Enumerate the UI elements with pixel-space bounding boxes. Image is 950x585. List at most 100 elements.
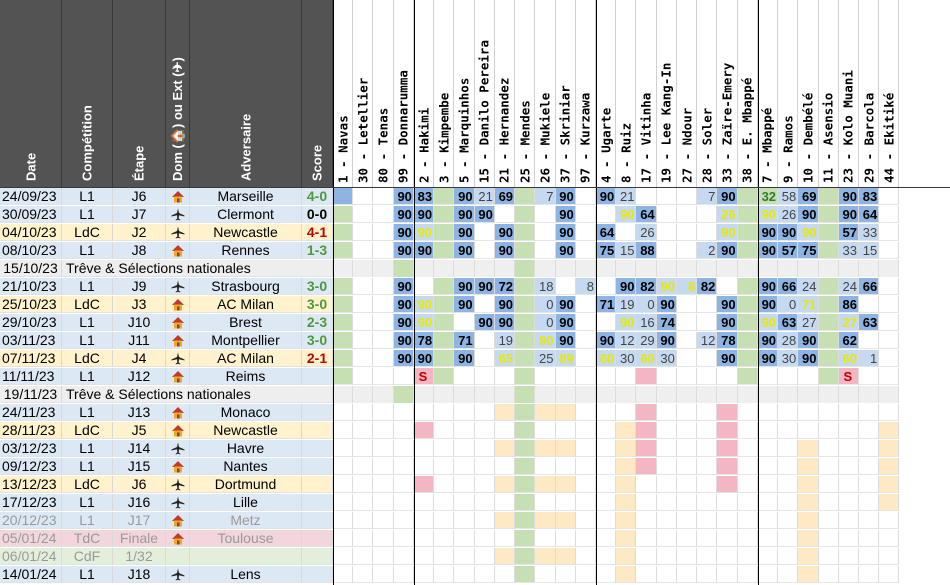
player-name: 80 - Tenas bbox=[375, 107, 391, 183]
empty-icon bbox=[166, 548, 190, 565]
player-header[interactable]: 38 - E. Mbappé bbox=[737, 0, 758, 187]
player-cell: 63 bbox=[858, 314, 880, 331]
player-cell bbox=[697, 224, 718, 241]
player-cell bbox=[858, 494, 880, 511]
column-header-domext[interactable]: Dom (🏠) ou Ext (✈) bbox=[166, 0, 190, 187]
column-header-score[interactable]: Score bbox=[302, 0, 333, 187]
player-cell bbox=[454, 530, 475, 547]
player-cell bbox=[656, 386, 677, 403]
player-cell bbox=[393, 494, 414, 511]
row-comp: L1 bbox=[62, 404, 113, 421]
player-cell: 90 bbox=[555, 224, 576, 241]
player-cell bbox=[434, 332, 455, 349]
player-cell: 1 bbox=[858, 350, 880, 367]
player-cell bbox=[353, 368, 374, 385]
player-name: 1 - Navas bbox=[335, 115, 351, 183]
player-header[interactable]: 3 - Kimpembe bbox=[434, 0, 455, 187]
player-cell bbox=[737, 278, 758, 295]
player-cell bbox=[818, 296, 839, 313]
row-score: 3-0 bbox=[302, 278, 333, 295]
column-header-comp[interactable]: Compétition bbox=[62, 0, 113, 187]
column-header-etape[interactable]: Étape bbox=[113, 0, 166, 187]
group-separator bbox=[333, 0, 334, 585]
player-cell: 26 bbox=[636, 224, 657, 241]
player-cell bbox=[737, 566, 758, 583]
player-cell bbox=[656, 206, 677, 223]
player-cell bbox=[515, 440, 536, 457]
player-cell bbox=[778, 368, 799, 385]
player-header[interactable]: 23 - Kolo Muani bbox=[838, 0, 859, 187]
player-cell bbox=[636, 548, 657, 565]
player-header[interactable]: 10 - Dembélé bbox=[798, 0, 819, 187]
player-header[interactable]: 28 - Soler bbox=[697, 0, 718, 187]
player-cell: 90 bbox=[757, 242, 779, 259]
player-header[interactable]: 7 - Mbappé bbox=[757, 0, 779, 187]
player-header[interactable]: 11 - Asensio bbox=[818, 0, 839, 187]
player-cell bbox=[333, 314, 354, 331]
column-header-adv[interactable]: Adversaire bbox=[190, 0, 302, 187]
column-header-date[interactable]: Date bbox=[0, 0, 62, 187]
player-header[interactable]: 27 - Ndour bbox=[676, 0, 698, 187]
row-etape: J17 bbox=[113, 512, 166, 529]
player-cell bbox=[697, 422, 718, 439]
player-header[interactable]: 9 - Ramos bbox=[778, 0, 799, 187]
player-cell: 90 bbox=[494, 242, 516, 259]
row-score: 4-1 bbox=[302, 224, 333, 241]
row-comp: L1 bbox=[62, 566, 113, 583]
player-cell: 21 bbox=[616, 188, 637, 205]
player-cell bbox=[757, 512, 779, 529]
player-header[interactable]: 15 - Danilo Pereira bbox=[474, 0, 495, 187]
player-cell bbox=[575, 476, 596, 493]
player-header[interactable]: 17 - Vitinha bbox=[636, 0, 657, 187]
player-header[interactable]: 2 - Hakimi bbox=[413, 0, 435, 187]
player-cell: 90 bbox=[555, 332, 576, 349]
player-header[interactable]: 97 - Kurzawa bbox=[575, 0, 596, 187]
player-cell bbox=[737, 422, 758, 439]
player-cell bbox=[535, 206, 556, 223]
player-header[interactable]: 29 - Barcola bbox=[858, 0, 880, 187]
row-comp: TdC bbox=[62, 530, 113, 547]
player-cell bbox=[373, 422, 394, 439]
player-header[interactable]: 8 - Ruiz bbox=[616, 0, 637, 187]
player-cell bbox=[879, 368, 900, 385]
player-header[interactable]: 1 - Navas bbox=[333, 0, 354, 187]
player-cell: 90 bbox=[757, 332, 779, 349]
player-header[interactable]: 99 - Donnarumma bbox=[393, 0, 414, 187]
player-header[interactable]: 33 - Zaïre-Emery bbox=[717, 0, 738, 187]
player-header[interactable]: 37 - Skriniar bbox=[555, 0, 576, 187]
player-cell bbox=[474, 404, 495, 421]
break-date: 15/10/23 bbox=[0, 260, 62, 277]
player-header[interactable]: 25 - Mendes bbox=[515, 0, 536, 187]
player-cell bbox=[353, 206, 374, 223]
player-cell bbox=[778, 386, 799, 403]
player-header[interactable]: 5 - Marquinhos bbox=[454, 0, 475, 187]
player-header[interactable]: 26 - Mukiele bbox=[535, 0, 556, 187]
player-cell bbox=[858, 332, 880, 349]
row-score: 4-0 bbox=[302, 188, 333, 205]
player-header[interactable]: 4 - Ugarte bbox=[595, 0, 617, 187]
player-cell bbox=[494, 260, 516, 277]
player-header[interactable]: 80 - Tenas bbox=[373, 0, 394, 187]
player-header[interactable]: 44 - Ekitiké bbox=[879, 0, 900, 187]
player-cell: 60 bbox=[838, 350, 859, 367]
player-cell bbox=[717, 260, 738, 277]
player-header[interactable]: 19 - Lee Kang-In bbox=[656, 0, 677, 187]
player-cell: 90 bbox=[595, 332, 617, 349]
player-cell bbox=[879, 566, 900, 583]
player-cell: 90 bbox=[393, 296, 414, 313]
player-cell bbox=[535, 530, 556, 547]
player-cell bbox=[798, 458, 819, 475]
player-cell bbox=[373, 206, 394, 223]
player-cell bbox=[879, 440, 900, 457]
player-cell bbox=[413, 476, 435, 493]
player-header[interactable]: 21 - Hernandez bbox=[494, 0, 516, 187]
player-cell bbox=[434, 440, 455, 457]
player-header[interactable]: 30 - Letellier bbox=[353, 0, 374, 187]
player-cell bbox=[515, 242, 536, 259]
player-name: 5 - Marquinhos bbox=[456, 77, 472, 183]
player-cell bbox=[494, 404, 516, 421]
player-cell: 90 bbox=[393, 206, 414, 223]
player-cell: 30 bbox=[656, 350, 677, 367]
house-icon bbox=[166, 296, 190, 313]
